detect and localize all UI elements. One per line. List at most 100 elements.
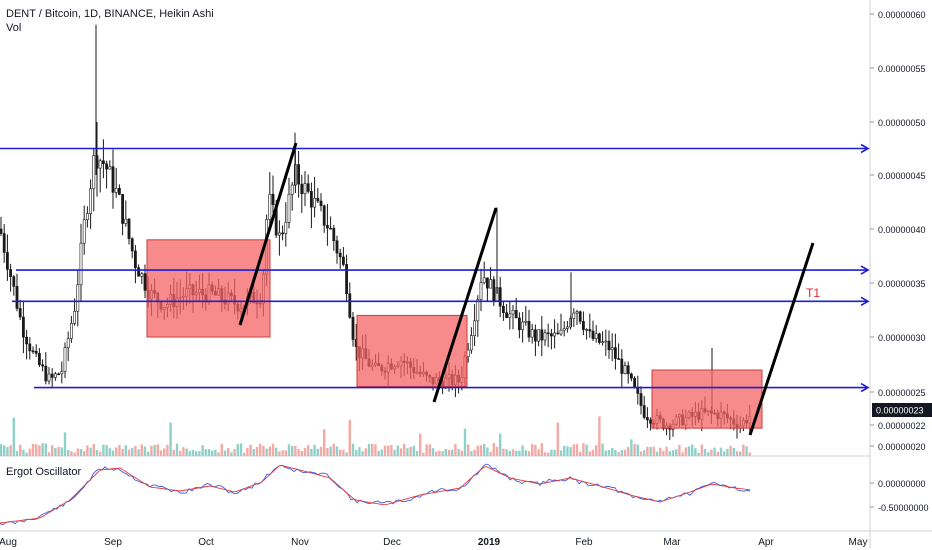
candle-body [341,256,345,265]
volume-bar [534,444,537,456]
candle-body [639,393,643,406]
volume-bar [556,422,559,456]
candle-body [0,228,3,234]
candle-body [626,365,630,375]
volume-bar [633,443,636,456]
volume-bar [646,446,649,456]
volume-bar [652,446,655,456]
projection-line [238,142,298,326]
volume-bar [479,445,483,456]
candle-body [562,328,566,331]
volume-bar [57,446,60,456]
volume-bar [447,449,451,456]
candle-body [25,336,29,345]
candle-body [329,227,333,230]
candle-body [313,197,317,208]
candle-body [114,188,118,193]
time-tick-label: Feb [575,537,593,548]
volume-bar [579,451,582,456]
volume-bar [319,446,323,456]
candle-body [57,373,61,376]
volume-bar [303,447,307,456]
candle-body [578,311,582,322]
candle-body [617,358,621,360]
volume-bar [156,444,159,456]
volume-bar [735,451,739,456]
candle-body [594,333,598,339]
volume-bar [531,444,534,456]
volume-bar [438,450,441,456]
candle-body [546,332,550,335]
volume-bar [0,444,3,456]
volume-bar [691,444,694,456]
volume-bar [563,445,566,456]
volume-bar [163,448,166,456]
candle-body [469,335,473,351]
volume-bar [217,452,220,456]
candle-body [63,347,67,372]
volume-bar [700,444,703,456]
volume-bar [236,444,239,456]
candle-body [277,232,281,236]
volume-bar [118,445,121,456]
volume-bar [511,449,515,456]
candle-body [60,371,64,375]
volume-bar [108,448,111,456]
candle-body [498,287,502,307]
candle-body [290,184,294,195]
volume-bar [281,450,284,456]
candle-body [629,373,633,379]
volume-bar [275,447,278,456]
candle-body [79,242,83,286]
candle-body [86,213,89,221]
volume-bar [639,451,643,456]
candle-body [297,164,301,185]
candle-body [300,183,304,195]
volume-bar [684,447,687,456]
candle-body [316,197,320,202]
volume-bar [713,447,716,456]
volume-bar [147,451,150,456]
volume-bar [134,445,137,456]
candle-body [559,329,563,335]
volume-bar [131,447,134,456]
volume-bar [508,450,511,456]
candle-body [543,332,547,341]
volume-bar [659,447,662,456]
volume-bar [204,449,207,456]
candle-body [482,277,486,283]
volume-bar [675,449,678,456]
volume-bar [364,448,367,456]
volume-bar [617,452,620,456]
volume-bar [230,452,233,456]
volume-bar [115,447,118,456]
volume-bar [307,445,310,456]
volume-bar [291,446,294,456]
candle-body [338,252,342,258]
price-tick-label: 0.00000030 [878,333,926,343]
candle-body [66,338,70,348]
volume-bar [553,449,556,456]
volume-bar [489,451,492,456]
volume-bar [348,419,351,456]
price-tick-label: 0.00000020 [878,442,926,452]
candle-body [492,279,496,302]
volume-bar [25,452,28,456]
target-label: T1 [806,286,820,300]
volume-bar [409,446,412,456]
volume-bar [524,450,527,456]
volume-bar [495,446,499,456]
candle-body [524,320,528,323]
volume-bar [195,451,198,456]
volume-bar [287,444,291,456]
line-arrow [860,143,870,154]
volume-bar [76,448,79,456]
volume-bar [329,446,332,456]
candle-body [44,365,48,382]
volume-bar [246,447,249,456]
candle-body [98,160,102,169]
volume-bar [38,445,41,456]
volume-bar [745,446,748,456]
volume-bar [598,416,601,456]
